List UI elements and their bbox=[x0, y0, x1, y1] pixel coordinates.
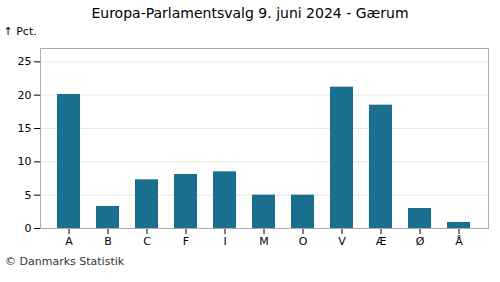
svg-text:A: A bbox=[65, 235, 73, 248]
svg-text:C: C bbox=[143, 235, 151, 248]
svg-text:15: 15 bbox=[18, 122, 32, 135]
svg-text:Å: Å bbox=[455, 235, 463, 248]
svg-text:V: V bbox=[338, 235, 346, 248]
svg-text:20: 20 bbox=[18, 89, 32, 102]
svg-text:Æ: Æ bbox=[376, 235, 387, 248]
svg-text:Ø: Ø bbox=[416, 235, 425, 248]
svg-text:O: O bbox=[299, 235, 308, 248]
svg-text:M: M bbox=[259, 235, 269, 248]
svg-text:F: F bbox=[183, 235, 189, 248]
svg-text:B: B bbox=[104, 235, 112, 248]
svg-text:5: 5 bbox=[25, 189, 32, 202]
html-text:Europa-Parlamentsvalg 9. juni: Europa-Parlamentsvalg 9. juni 2024 - Gær… bbox=[91, 5, 409, 21]
svg-text:I: I bbox=[223, 235, 226, 248]
svg-text:25: 25 bbox=[18, 55, 32, 68]
svg-text:10: 10 bbox=[18, 155, 32, 168]
svg-text:0: 0 bbox=[25, 222, 32, 235]
html-text:© Danmarks Statistik: © Danmarks Statistik bbox=[5, 255, 125, 268]
svg-text:↑ Pct.: ↑ Pct. bbox=[4, 25, 37, 38]
